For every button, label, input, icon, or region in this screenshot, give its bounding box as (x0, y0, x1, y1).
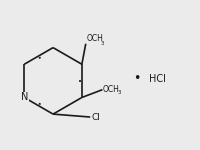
Text: Cl: Cl (91, 112, 100, 122)
Text: •: • (133, 72, 141, 85)
Text: N: N (21, 93, 28, 102)
Text: OCH: OCH (103, 85, 120, 94)
Text: 3: 3 (117, 90, 121, 95)
Text: 3: 3 (101, 41, 104, 46)
Text: HCl: HCl (149, 74, 166, 84)
Text: OCH: OCH (86, 34, 103, 43)
